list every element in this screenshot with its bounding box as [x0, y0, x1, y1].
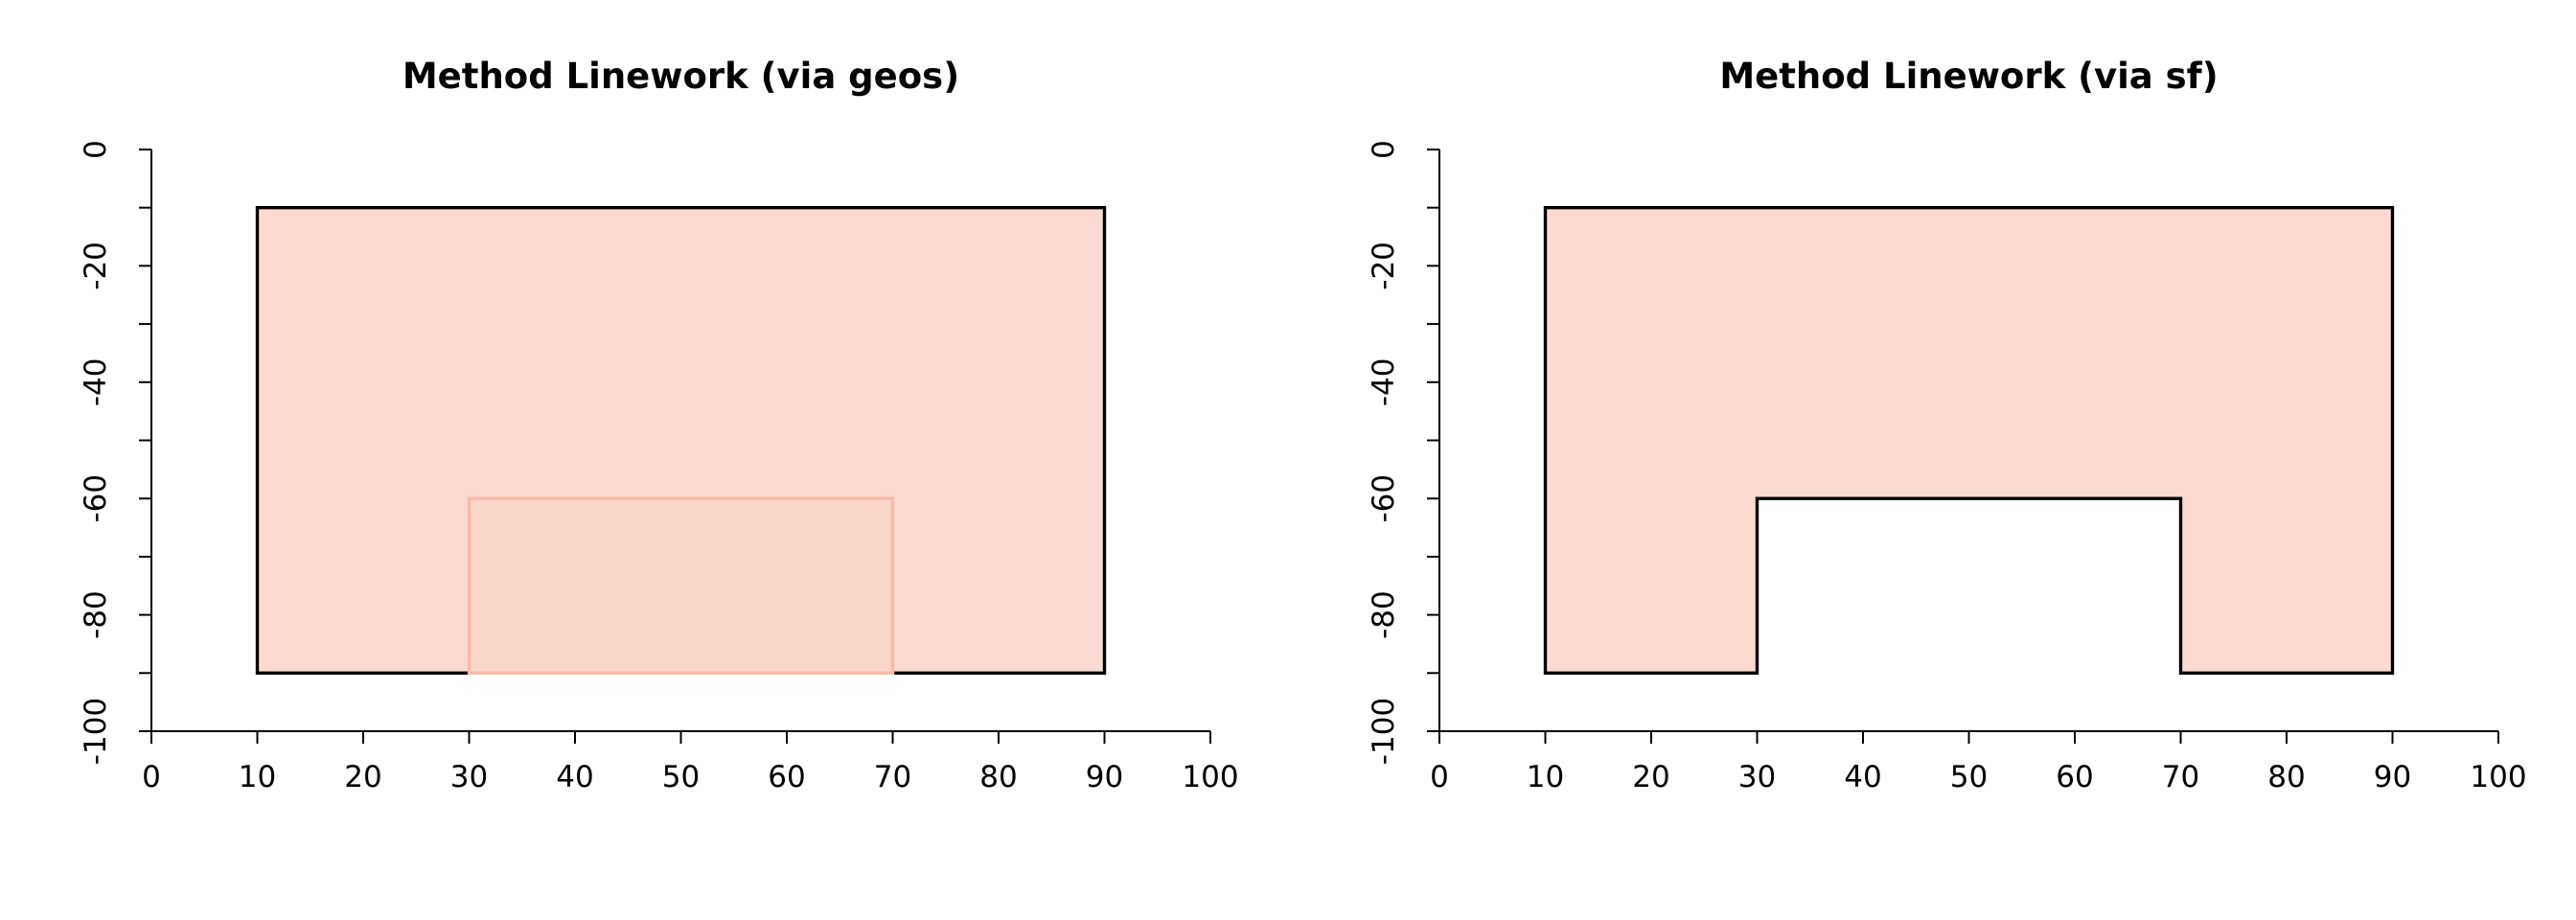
chart-title: Method Linework (via geos) [402, 56, 959, 97]
x-tick-label: 80 [2267, 760, 2305, 794]
x-tick-label: 50 [662, 760, 700, 794]
y-tick-label: -40 [1367, 357, 1401, 406]
x-tick-label: 30 [450, 760, 488, 794]
x-tick-label: 60 [2056, 760, 2093, 794]
panel: Method Linework (via geos) 0 10 20 30 40 50 60 7… [79, 56, 1239, 794]
x-tick-label: 100 [1182, 760, 1238, 794]
y-tick-label: -60 [1367, 474, 1401, 523]
x-tick-label: 60 [768, 760, 805, 794]
x-tick-label: 40 [1844, 760, 1881, 794]
polygon [467, 496, 895, 675]
y-tick-label: -80 [79, 590, 113, 639]
y-tick-label: -60 [79, 474, 113, 523]
y-tick-label: 0 [1367, 140, 1401, 159]
x-tick-label: 80 [979, 760, 1017, 794]
polygon [1543, 206, 2395, 675]
y-tick-label: -100 [1367, 698, 1401, 765]
y-tick-label: -40 [79, 357, 113, 406]
chart-title: Method Linework (via sf) [1719, 56, 2218, 97]
y-tick-label: -20 [1367, 242, 1401, 290]
x-tick-label: 90 [2374, 760, 2411, 794]
x-tick-label: 20 [344, 760, 381, 794]
x-tick-label: 90 [1086, 760, 1123, 794]
x-tick-label: 10 [239, 760, 276, 794]
x-tick-label: 20 [1632, 760, 1669, 794]
x-tick-label: 10 [1527, 760, 1564, 794]
panel: Method Linework (via sf) 0 10 20 30 40 50 60 70 8… [1367, 56, 2527, 794]
x-tick-label: 0 [142, 760, 161, 794]
y-tick-label: -20 [79, 242, 113, 290]
y-tick-label: -80 [1367, 590, 1401, 639]
y-tick-label: 0 [79, 140, 113, 159]
x-tick-label: 70 [2162, 760, 2199, 794]
x-tick-label: 50 [1950, 760, 1988, 794]
x-tick-label: 70 [874, 760, 911, 794]
x-tick-label: 40 [556, 760, 593, 794]
x-tick-label: 100 [2470, 760, 2526, 794]
y-tick-label: -100 [79, 698, 113, 765]
x-tick-label: 30 [1738, 760, 1776, 794]
x-tick-label: 0 [1430, 760, 1449, 794]
